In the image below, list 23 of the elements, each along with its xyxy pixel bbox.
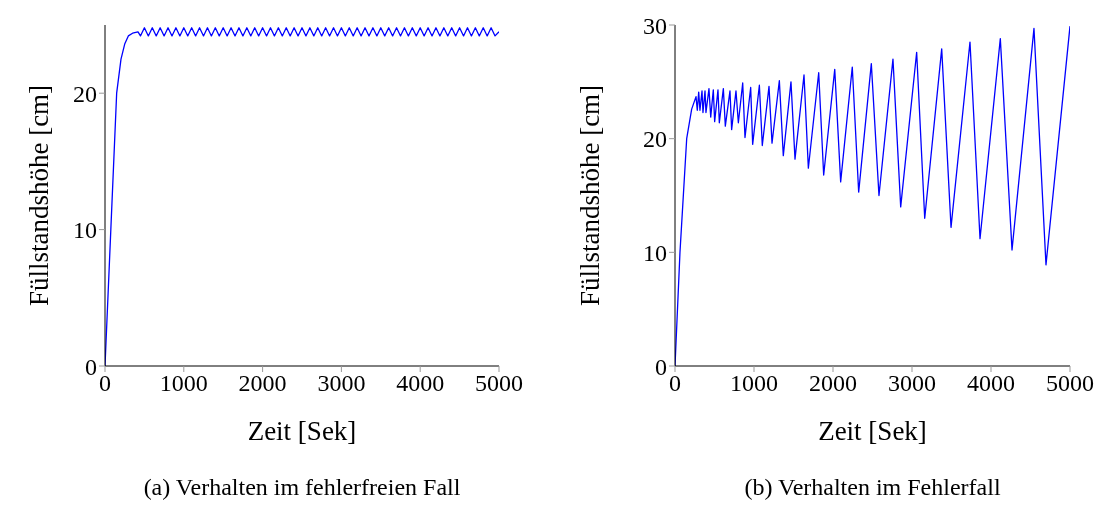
- x-axis-title: Zeit [Sek]: [818, 416, 927, 446]
- x-tick-label: 2000: [238, 370, 287, 397]
- y-tick-label: 20: [73, 80, 97, 107]
- y-axis-title: Füllstandshöhe [cm]: [574, 84, 605, 307]
- x-tick-label: 3000: [317, 370, 366, 397]
- x-tick-label: 1000: [159, 370, 208, 397]
- y-tick-label: 0: [655, 353, 667, 380]
- x-tick-label: 5000: [475, 370, 523, 397]
- text: (a) Verhalten im fehlerfreien Fall: [142, 474, 461, 501]
- x-tick-label: 3000: [888, 370, 936, 397]
- y-axis-title: Füllstandshöhe [cm]: [23, 84, 54, 307]
- x-tick-label: 4000: [967, 370, 1015, 397]
- text: (b) Verhalten im Fehlerfall: [743, 474, 1001, 501]
- x-tick-label: 1000: [730, 370, 778, 397]
- x-tick-label: 4000: [396, 370, 445, 397]
- y-tick-label: 10: [73, 217, 97, 244]
- y-tick-label: 20: [643, 126, 667, 153]
- x-tick-label: 2000: [809, 370, 857, 397]
- x-axis-title: Zeit [Sek]: [247, 416, 357, 446]
- y-tick-label: 0: [85, 353, 97, 380]
- y-tick-label: 10: [643, 239, 667, 266]
- x-tick-label: 5000: [1046, 370, 1094, 397]
- y-tick-label: 30: [643, 12, 667, 39]
